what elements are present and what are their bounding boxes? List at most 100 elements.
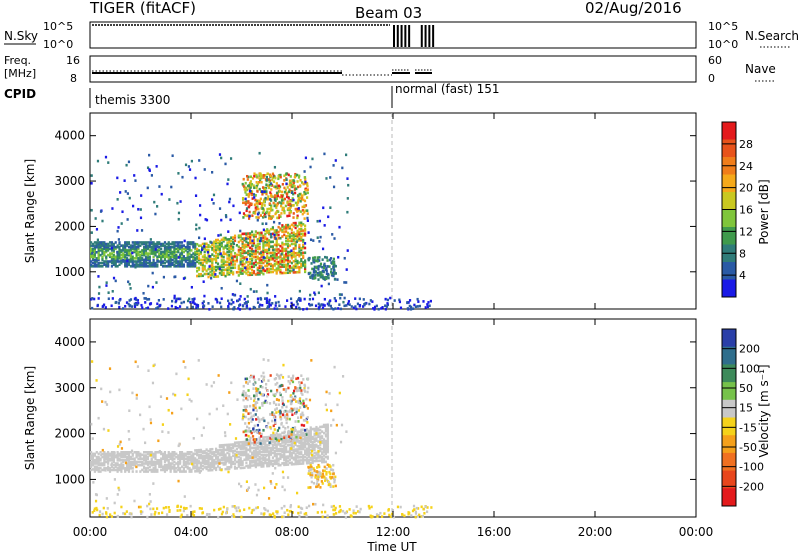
power-cell [256,190,258,193]
power-cell [223,251,225,254]
velocity-cell [262,454,264,457]
velocity-cell [223,506,225,509]
power-cell [128,246,130,249]
power-cell [251,234,253,237]
power-cell [407,307,409,310]
power-cell [204,243,206,246]
power-cell [296,252,298,255]
velocity-cell [318,471,320,474]
power-cell [243,256,245,259]
velocity-cell [175,470,177,473]
power-cell [271,302,273,305]
power-cell [354,297,356,300]
velocity-cell [250,417,252,420]
velocity-cell [281,406,283,409]
power-cell [147,244,149,247]
power-cell [290,297,292,300]
power-cell [219,267,221,270]
power-cell [217,234,219,237]
velocity-cell [313,432,315,435]
power-cell [215,239,217,242]
velocity-cell [317,459,319,462]
power-cell [308,273,310,276]
velocity-cell [99,467,101,470]
power-cell [179,252,181,255]
power-cell [221,264,223,267]
power-cell [347,197,349,200]
velocity-cell [275,403,277,406]
power-cell [249,261,251,264]
power-cell [111,265,113,268]
velocity-cell [255,406,257,409]
power-cell [419,305,421,308]
velocity-cell [256,431,258,434]
velocity-cell [297,512,299,515]
velocity-cell [286,422,288,425]
power-cell [128,161,130,164]
power-cell [142,292,144,295]
velocity-cell [269,513,271,516]
velocity-cell [114,478,116,481]
power-cell [134,257,136,260]
power-cell [234,239,236,242]
power-cell [310,262,312,265]
power-cell [136,229,138,232]
power-cell [149,252,151,255]
velocity-cell [228,443,230,446]
power-cell [257,238,259,241]
velocity-cell [147,451,149,454]
power-cell [246,258,248,261]
velocity-cell [325,391,327,394]
velocity-cell [131,450,133,453]
power-cell [149,241,151,244]
velocity-cell [260,512,262,515]
velocity-cell [136,397,138,400]
power-cell [126,257,128,260]
velocity-cell [274,428,276,431]
power-cell [283,243,285,246]
power-cell [206,273,208,276]
velocity-cell [298,430,300,433]
power-cell [255,290,257,293]
velocity-cell [315,444,317,447]
x-tick-label: 04:00 [174,525,209,539]
power-cell [331,233,333,236]
velocity-cell [298,445,300,448]
velocity-cell [332,469,334,472]
power-cell [111,252,113,255]
power-cell [255,259,257,262]
velocity-cell [324,511,326,514]
power-cell [129,283,131,286]
power-cell [273,202,275,205]
power-cell [230,251,232,254]
power-cell [255,249,257,252]
velocity-cell [232,443,234,446]
velocity-cell [170,453,172,456]
velocity-cell [305,405,307,408]
power-cell [163,298,165,301]
velocity-cell [307,377,309,380]
power-cell [341,167,343,170]
velocity-cell [290,428,292,431]
velocity-cell [248,507,250,510]
power-cell [137,251,139,254]
power-cell [220,306,222,309]
power-cell [247,267,249,270]
power-cell [323,153,325,156]
power-cell [318,306,320,309]
power-cell [295,238,297,241]
power-cell [295,306,297,309]
power-cell [162,243,164,246]
velocity-cell [236,398,238,401]
velocity-cell [340,509,342,512]
power-cell [380,307,382,310]
velocity-cell [248,427,250,430]
velocity-cell [150,418,152,421]
velocity-cell [342,510,344,513]
power-cell [132,205,134,208]
power-cell [313,270,315,273]
velocity-cell [306,428,308,431]
power-cell [155,248,157,251]
velocity-cell [289,418,291,421]
velocity-cell [149,469,151,472]
